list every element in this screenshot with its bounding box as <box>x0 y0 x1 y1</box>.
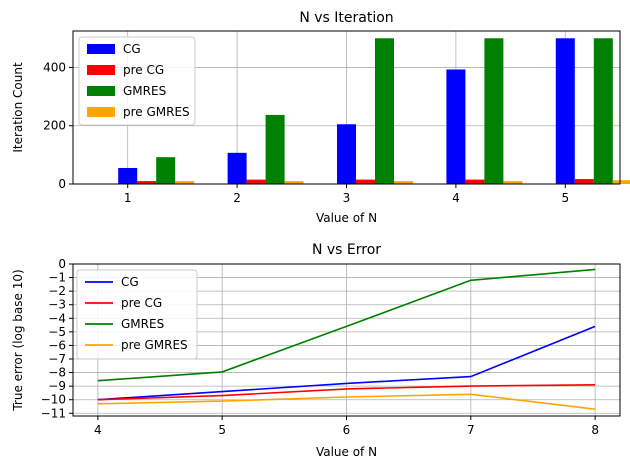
legend-label: GMRES <box>123 84 166 98</box>
bar-pre-cg <box>465 179 485 184</box>
legend-label: GMRES <box>121 317 164 331</box>
x-tick-label: 6 <box>343 423 351 437</box>
y-tick-label: −1 <box>48 271 66 285</box>
y-tick-label: −2 <box>48 284 66 298</box>
x-tick-label: 2 <box>233 191 241 205</box>
y-tick-label: −3 <box>48 298 66 312</box>
legend-swatch <box>87 44 115 54</box>
legend-swatch <box>87 86 115 96</box>
y-tick-label: −10 <box>41 393 66 407</box>
series-line-gmres <box>97 268 596 382</box>
y-tick-label: 0 <box>58 177 66 191</box>
bar-pre-gmres <box>503 181 523 184</box>
y-tick-label: −11 <box>41 406 66 420</box>
x-axis-label: Value of N <box>316 445 377 459</box>
error-chart: 4 5 6 7 8 0−1−2−3−4−5−6−7−8−9−10−11 N vs Erro… <box>11 242 621 459</box>
series-line-pre-gmres <box>97 393 596 410</box>
y-tick-label: −6 <box>48 338 66 352</box>
x-tick-label: 7 <box>467 423 475 437</box>
y-tick-label: −9 <box>48 379 66 393</box>
bar-pre-gmres <box>284 181 304 184</box>
bar-pre-cg <box>574 179 594 184</box>
x-axis-label: Value of N <box>316 211 377 225</box>
bar-pre-cg <box>137 181 157 184</box>
legend-label: CG <box>123 42 141 56</box>
legend-label: pre GMRES <box>123 105 190 119</box>
legend-swatch <box>87 65 115 75</box>
bar-cg <box>555 38 575 185</box>
bar-pre-cg <box>356 179 375 184</box>
chart-title: N vs Iteration <box>299 10 393 26</box>
bar-gmres <box>156 157 176 184</box>
x-tick-label: 4 <box>452 191 460 205</box>
iteration-chart: 1 2 3 4 5 0 200 400 N vs Iteration Value of N I… <box>11 10 630 225</box>
y-tick-label: −7 <box>48 352 66 366</box>
legend-label: pre GMRES <box>121 338 188 352</box>
bar-gmres <box>375 38 394 185</box>
y-tick-label: −5 <box>48 325 66 339</box>
x-tick-label: 8 <box>591 423 599 437</box>
y-tick-label: 0 <box>58 257 66 271</box>
y-axis-label: Iteration Count <box>11 62 25 153</box>
bar-pre-gmres <box>394 181 413 184</box>
y-tick-label: 400 <box>43 60 66 74</box>
bar-cg <box>118 167 138 184</box>
chart-title: N vs Error <box>312 242 381 258</box>
x-tick-label: 1 <box>124 191 132 205</box>
legend-label: pre CG <box>123 63 164 77</box>
x-tick-label: 4 <box>94 423 102 437</box>
bar-pre-cg <box>246 179 266 184</box>
x-tick-label: 5 <box>561 191 569 205</box>
series-line-cg <box>97 325 596 401</box>
y-tick-label: 200 <box>43 119 66 133</box>
bar-cg <box>227 152 247 184</box>
y-axis-label: True error (log base 10) <box>11 269 25 411</box>
legend-box <box>78 36 196 126</box>
legend: CG pre CG GMRES pre GMRES <box>76 269 198 360</box>
bar-cg <box>337 124 356 184</box>
bar-gmres <box>484 38 504 185</box>
x-tick-label: 5 <box>218 423 226 437</box>
legend-box <box>76 269 198 360</box>
legend-label: CG <box>121 275 139 289</box>
series-line-pre-cg <box>97 384 596 401</box>
bar-pre-gmres <box>175 181 195 184</box>
legend-label: pre CG <box>121 296 162 310</box>
bar-pre-gmres <box>612 180 630 184</box>
bar-cg <box>446 69 466 184</box>
y-tick-label: −4 <box>48 311 66 325</box>
bar-gmres <box>593 38 613 185</box>
legend: CG pre CG GMRES pre GMRES <box>78 36 196 126</box>
bar-gmres <box>265 114 285 184</box>
x-tick-label: 3 <box>343 191 351 205</box>
legend-swatch <box>87 107 115 117</box>
y-tick-label: −8 <box>48 366 66 380</box>
